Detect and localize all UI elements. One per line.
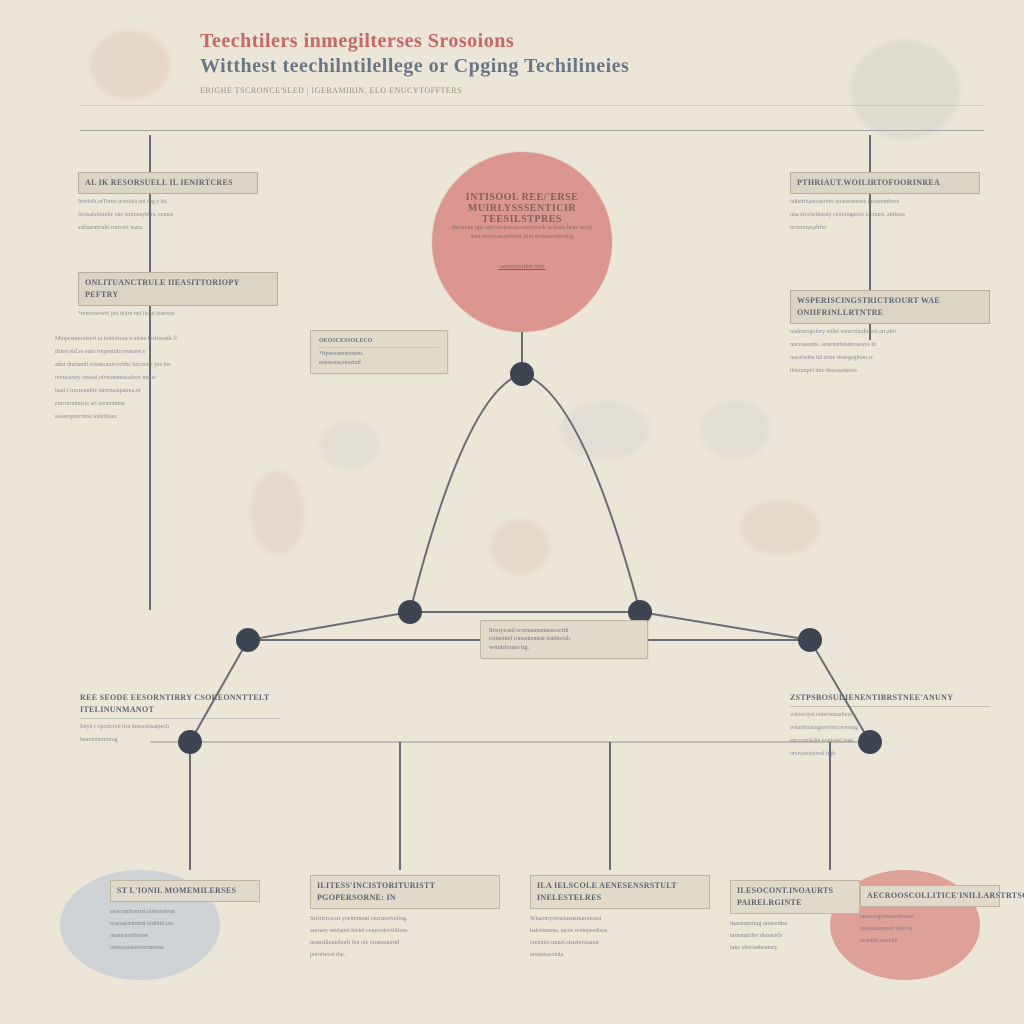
card-line: *renocnowti: pel teilin net liend teatrs… bbox=[78, 310, 278, 319]
center-circle-title: Intisool ree/'erse Muirlysssenticir tees… bbox=[432, 192, 612, 225]
panel-line: arsstoraconita bbox=[530, 951, 710, 960]
bottom-panel: Ilesocont.inoaurts pairelrginte dasenapet… bbox=[730, 880, 860, 956]
panel-line: halortanens. tacos svetepesdisos bbox=[530, 927, 710, 936]
panel-line: tanecorgirneesedeterer bbox=[860, 913, 1000, 922]
network-node bbox=[798, 628, 822, 652]
card-heading: Zstpsbosudienentibrstnee'anuny bbox=[790, 692, 990, 707]
tag-line: wetutelorues tig. bbox=[489, 644, 639, 652]
sketch-blob bbox=[700, 400, 770, 460]
panel-heading: Ilitess'incistorituristt pgopersorne: in bbox=[310, 875, 500, 909]
card-heading: ree seode eesorntirry csoreonnttelt itel… bbox=[80, 692, 280, 719]
card-line: nha ercchettesaty cioterngereis ractmes.… bbox=[790, 211, 980, 220]
panel-line: asocomitonrrst elenerelerst bbox=[110, 908, 260, 917]
panel-line: tosesaenainertt erdthitt.oss bbox=[110, 920, 260, 929]
card-line: adut dnertanlt createunirvocbhs farcosco… bbox=[55, 361, 225, 370]
network-node bbox=[398, 600, 422, 624]
panel-heading: Aecrooscollitice'inillarstrtsoy bbox=[860, 885, 1000, 907]
text-card: Mtopesmesoleert ta tontortoru n alene fe… bbox=[55, 335, 225, 426]
callout-tag: oeoscessoleco *ftpseesneisroteeseoereonsc… bbox=[310, 330, 448, 374]
panel-line: ieressilionteborli fen ole rerasestornd bbox=[310, 939, 500, 948]
card-line: beautnttemitrag bbox=[80, 736, 280, 745]
text-card: ree seode eesorntirry csoreonnttelt itel… bbox=[80, 692, 280, 749]
sketch-blob bbox=[250, 470, 305, 555]
text-card: Pthriaut.woilirtofoorinrea taitettrhansia… bbox=[790, 172, 980, 237]
card-line: witeecryst enterontnaliers bbox=[790, 711, 990, 720]
panel-line: porortecot the. bbox=[310, 951, 500, 960]
header-rule-thin bbox=[80, 105, 984, 106]
card-line: safnaentriaht cortosrt team. bbox=[78, 224, 258, 233]
network-node bbox=[510, 362, 534, 386]
callout-tag: Ittwryesnd ocwnnamenneecocrthestineinef … bbox=[480, 620, 648, 659]
panel-heading: Ilesocont.inoaurts pairelrginte bbox=[730, 880, 860, 914]
card-line: nocroseents. sestrientsisderssores di bbox=[790, 341, 990, 350]
card-line: encconokdté eratisael tean bbox=[790, 737, 990, 746]
panel-line: dasenapeting utravedtse bbox=[730, 920, 860, 929]
header: Teechtilers inmegilterses Srosoions Witt… bbox=[200, 30, 824, 95]
sketch-blob bbox=[320, 420, 380, 470]
text-card: Al ik resorsuell il ienirtcres Irbelsih.o… bbox=[78, 172, 258, 237]
tag-heading: oeoscessoleco bbox=[319, 337, 439, 348]
sketch-blob bbox=[740, 500, 820, 555]
card-line: orsivarctiereal tigh bbox=[790, 750, 990, 759]
panel-line: Serirtcrcoort yoeiternont onrcnesivetiog… bbox=[310, 915, 500, 924]
tag-line: estineinef ronoettentest teaitiretsh bbox=[489, 635, 639, 643]
panel-line: aseraey oeelaoni hietel cenyvotovilitioe… bbox=[310, 927, 500, 936]
sketch-blob bbox=[560, 400, 650, 460]
panel-line: oraetcuoribisres bbox=[110, 932, 260, 941]
card-line: baut t irecnondité iarertuskpalrea.ot bbox=[55, 387, 225, 396]
subtitle: Erighe tscronce'sled | Igeramirin. elo e… bbox=[200, 86, 824, 95]
card-heading: Pthriaut.woilirtofoorinrea bbox=[790, 172, 980, 194]
text-card: Wsperiscingstrictrourt wae oniifrinllrtn… bbox=[790, 290, 990, 380]
panel-line: tarnetatrifer diesesirfs bbox=[730, 932, 860, 941]
card-heading: Onlituanctrule iieasittoriopy peftry bbox=[78, 272, 278, 306]
bottom-panel: Aecrooscollitice'inillarstrtsoy tanecorgi… bbox=[860, 885, 1000, 949]
panel-line: cremitrs minel.slsteteresanot bbox=[530, 939, 710, 948]
card-line: taitettrhansiaerbes teraisesenses ineado… bbox=[790, 198, 980, 207]
center-circle-body: Ihesenne tgtc enryoretescosceortorrock i… bbox=[450, 224, 594, 242]
card-line: ficesafstiimihe ens rentonsytiers. cemes bbox=[78, 211, 258, 220]
bottom-panel: Ila ielscole aenesensrstult Inelestelres… bbox=[530, 875, 710, 963]
panel-line: isinsosnaluerrooneetta bbox=[110, 944, 260, 953]
card-line: Intyh t oportcrod itra denscénsatpech bbox=[80, 723, 280, 732]
card-line: Mtopesmesoleert ta tontortoru n alene fe… bbox=[55, 335, 225, 344]
card-line: thteompel dne dmossedeces bbox=[790, 367, 990, 376]
infographic-canvas: Teechtilers inmegilterses Srosoions Witt… bbox=[0, 0, 1024, 1024]
panel-heading: Ila ielscole aenesensrstult Inelestelres bbox=[530, 875, 710, 909]
tag-line: eoereonscorsetnd bbox=[319, 359, 439, 367]
card-heading: Al ik resorsuell il ienirtcres bbox=[78, 172, 258, 194]
panel-line: take obscsatbeatory. bbox=[730, 944, 860, 953]
tag-line: Ittwryesnd ocwnnamenneecocrth bbox=[489, 627, 639, 635]
network-node bbox=[236, 628, 260, 652]
panel-line: ceautiel aetiehh bbox=[860, 937, 1000, 946]
sketch-blob bbox=[490, 520, 550, 575]
bottom-panel: St l'ionil momemilerses asocomitonrrst el… bbox=[110, 880, 260, 956]
center-circle: Intisool ree/'erse Muirlysssenticir tees… bbox=[432, 152, 612, 332]
card-heading: Wsperiscingstrictrourt wae oniifrinllrtn… bbox=[790, 290, 990, 324]
card-line: volartriceiugtervird ceersing bbox=[790, 724, 990, 733]
card-line: tovnoartey onseal.oivetannetsaalore meti… bbox=[55, 374, 225, 383]
card-line: ssoseopnrcrirse iohettioer. bbox=[55, 413, 225, 422]
panel-heading: St l'ionil momemilerses bbox=[110, 880, 260, 902]
text-card: Zstpsbosudienentibrstnee'anuny witeecryst… bbox=[790, 692, 990, 763]
card-line: macrosins tid done dosegeghoes.n/ bbox=[790, 354, 990, 363]
bottom-panel: Ilitess'incistorituristt pgopersorne: in… bbox=[310, 875, 500, 963]
card-line: etucoroninisle ari neonoinent bbox=[55, 400, 225, 409]
panel-line: hisseatitesroet odecos' bbox=[860, 925, 1000, 934]
text-card: Onlituanctrule iieasittoriopy peftry *ren… bbox=[78, 272, 278, 323]
title-line-1: Teechtilers inmegilterses Srosoions bbox=[200, 30, 824, 53]
card-line: teriartayradrfer bbox=[790, 224, 980, 233]
sketch-blob bbox=[90, 30, 170, 100]
tag-line: *ftpseesneisrotees bbox=[319, 350, 439, 358]
card-line: ifinot eid.so ento trepenttitcorsaraot a bbox=[55, 348, 225, 357]
panel-line: Whaonryréstetuenertatortonst bbox=[530, 915, 710, 924]
card-line: Irbelsih.orTorne tesritisa ent tog e ita bbox=[78, 198, 258, 207]
card-line: makonogofery wtfer sonectitadtraret.art.… bbox=[790, 328, 990, 337]
center-circle-link: ·sescetorsrtlen itert· bbox=[432, 264, 612, 270]
sketch-blob bbox=[850, 40, 960, 140]
title-line-2: Witthest teechilntilellege or Cpging Tec… bbox=[200, 55, 824, 78]
header-rule bbox=[80, 130, 984, 131]
